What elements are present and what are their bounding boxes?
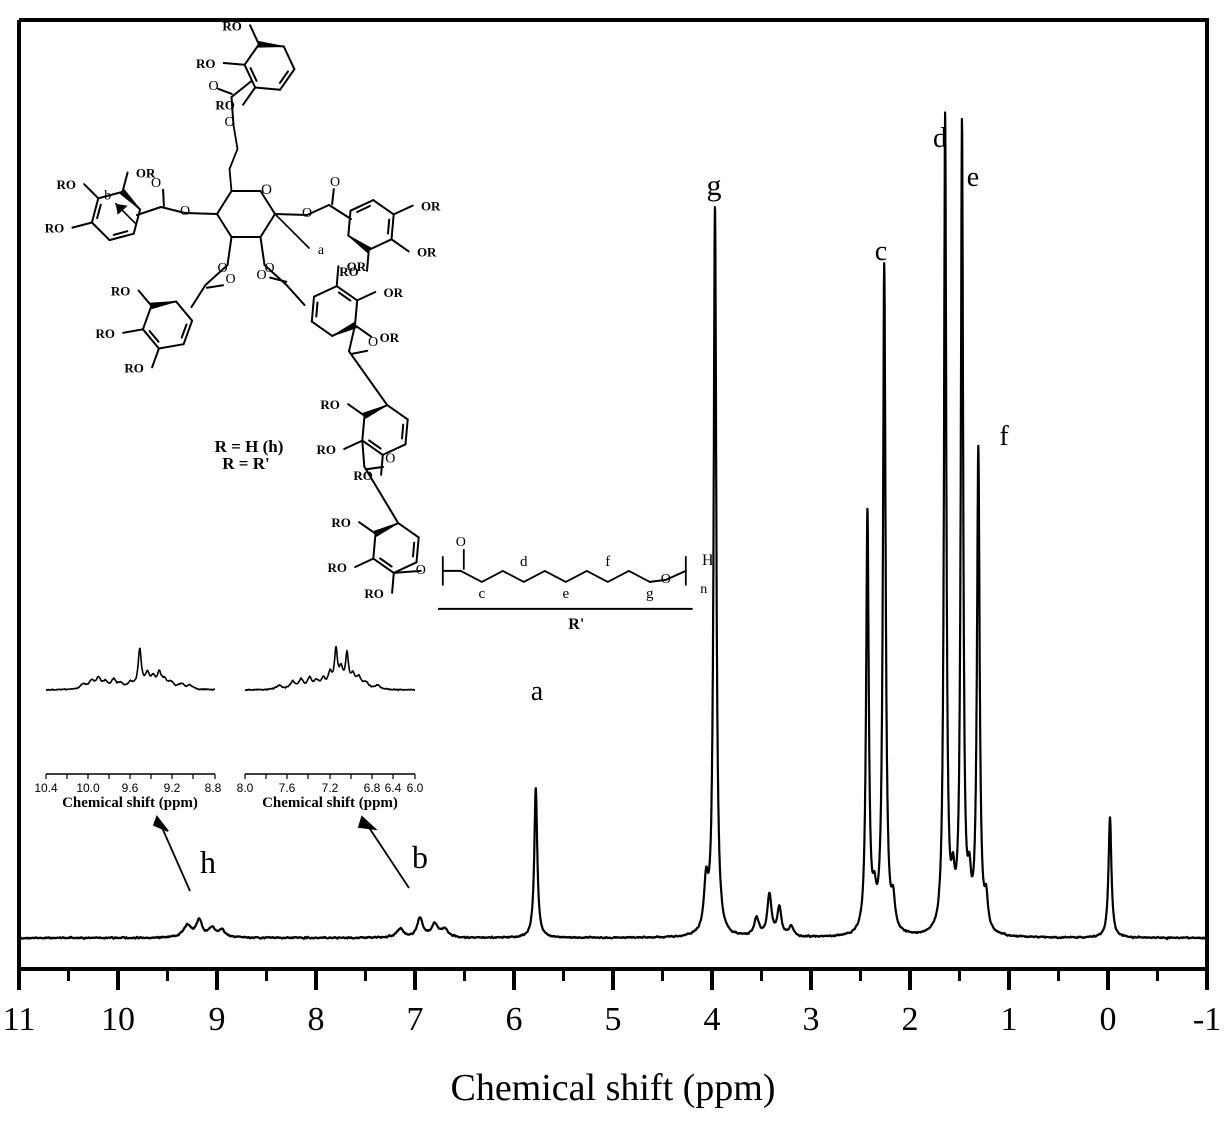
svg-text:10: 10 (101, 1001, 135, 1038)
svg-text:OR: OR (417, 244, 437, 259)
svg-text:11: 11 (3, 1001, 36, 1038)
svg-text:O: O (330, 175, 340, 190)
svg-text:d: d (520, 554, 528, 570)
svg-text:2: 2 (902, 1001, 919, 1038)
svg-text:8: 8 (308, 1001, 325, 1038)
svg-text:O: O (385, 452, 395, 467)
svg-text:O: O (368, 335, 378, 350)
svg-text:g: g (646, 586, 654, 602)
svg-text:RO: RO (316, 442, 336, 457)
svg-text:RO: RO (327, 560, 347, 575)
svg-text:6: 6 (506, 1001, 523, 1038)
svg-text:OR: OR (384, 285, 404, 300)
svg-text:Chemical shift (ppm): Chemical shift (ppm) (262, 795, 398, 811)
svg-text:a: a (531, 676, 544, 707)
svg-text:Chemical shift (ppm): Chemical shift (ppm) (62, 795, 198, 811)
svg-text:R = R': R = R' (222, 454, 269, 473)
svg-text:O: O (261, 182, 272, 198)
svg-text:O: O (208, 79, 218, 94)
svg-text:RO: RO (45, 221, 65, 236)
svg-text:4: 4 (704, 1001, 721, 1038)
svg-text:7: 7 (407, 1001, 424, 1038)
svg-text:O: O (256, 268, 266, 283)
svg-text:OR: OR (347, 259, 367, 274)
svg-text:-1: -1 (1193, 1001, 1221, 1038)
svg-text:RO: RO (331, 515, 351, 530)
svg-text:6.0: 6.0 (407, 781, 424, 795)
svg-text:d: d (933, 123, 947, 154)
svg-text:O: O (225, 272, 235, 287)
svg-text:f: f (605, 554, 610, 570)
svg-text:3: 3 (803, 1001, 820, 1038)
svg-text:RO: RO (111, 284, 131, 299)
svg-text:9.2: 9.2 (164, 781, 181, 795)
svg-text:RO: RO (215, 98, 235, 113)
svg-text:OR: OR (421, 199, 441, 214)
svg-text:6.8: 6.8 (364, 781, 381, 795)
svg-text:RO: RO (95, 326, 115, 341)
svg-text:g: g (707, 169, 722, 202)
svg-text:b: b (104, 189, 111, 204)
svg-text:O: O (416, 563, 426, 578)
svg-text:5: 5 (605, 1001, 622, 1038)
svg-text:6.4: 6.4 (385, 781, 402, 795)
svg-text:e: e (967, 162, 979, 193)
svg-text:10.4: 10.4 (34, 781, 58, 795)
svg-text:RO: RO (364, 586, 384, 601)
svg-text:RO: RO (222, 18, 242, 33)
svg-text:R': R' (568, 616, 584, 633)
svg-text:0: 0 (1100, 1001, 1117, 1038)
svg-text:8.0: 8.0 (237, 781, 254, 795)
svg-text:c: c (875, 236, 887, 267)
svg-text:OR: OR (136, 166, 156, 181)
svg-text:OR: OR (380, 330, 400, 345)
svg-text:RO: RO (56, 177, 76, 192)
svg-text:1: 1 (1001, 1001, 1018, 1038)
svg-text:8.8: 8.8 (205, 781, 222, 795)
svg-text:RO: RO (124, 360, 144, 375)
svg-text:c: c (478, 586, 485, 602)
svg-text:h: h (200, 844, 216, 880)
svg-text:H: H (702, 552, 714, 569)
svg-text:10.0: 10.0 (76, 781, 100, 795)
svg-text:a: a (318, 243, 325, 258)
svg-text:e: e (562, 586, 569, 602)
svg-text:RO: RO (320, 397, 340, 412)
svg-text:O: O (456, 535, 466, 550)
svg-text:9.6: 9.6 (122, 781, 139, 795)
svg-text:b: b (412, 839, 428, 875)
svg-text:Chemical shift (ppm): Chemical shift (ppm) (450, 1067, 775, 1109)
svg-text:f: f (999, 421, 1009, 452)
svg-text:RO: RO (196, 56, 216, 71)
svg-text:9: 9 (209, 1001, 226, 1038)
svg-text:n: n (700, 582, 707, 597)
svg-text:7.2: 7.2 (322, 781, 339, 795)
svg-text:7.6: 7.6 (279, 781, 296, 795)
